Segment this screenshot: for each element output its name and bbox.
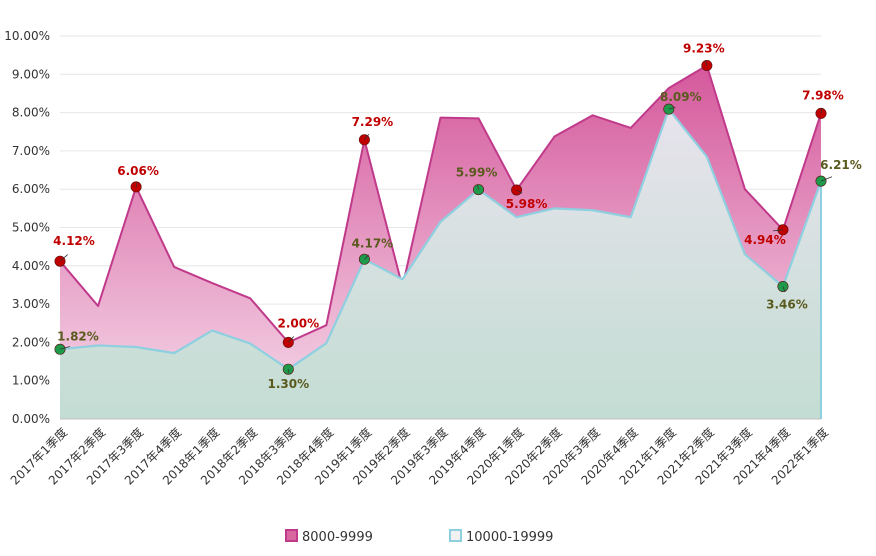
series-8000-9999-data-label: 7.98% <box>802 88 844 102</box>
series-8000-9999-data-label: 5.98% <box>506 197 548 211</box>
series-10000-19999-line <box>59 108 823 371</box>
series-10000-19999-data-label: 8.09% <box>660 90 702 104</box>
y-tick-label: 0.00% <box>12 412 50 426</box>
y-tick-label: 8.00% <box>12 106 50 120</box>
label-leader <box>820 176 833 182</box>
y-tick-label: 9.00% <box>12 67 50 81</box>
legend-label: 8000-9999 <box>302 530 373 545</box>
series-10000-19999-data-label: 4.17% <box>352 236 394 250</box>
y-tick-label: 7.00% <box>12 144 50 158</box>
y-tick-label: 5.00% <box>12 221 50 235</box>
series-8000-9999-point-marker[interactable] <box>358 134 370 146</box>
series-10000-19999-data-label: 5.99% <box>456 166 498 180</box>
label-leader <box>516 189 523 194</box>
y-tick-label: 3.00% <box>12 297 50 311</box>
label-leader <box>364 254 370 260</box>
label-leader <box>59 254 68 262</box>
label-leader <box>477 184 479 190</box>
y-tick-label: 4.00% <box>12 259 50 273</box>
label-leader <box>668 106 676 110</box>
y-tick-label: 10.00% <box>4 29 50 43</box>
series-10000-19999-data-label: 6.21% <box>820 158 862 172</box>
y-tick-label: 6.00% <box>12 182 50 196</box>
series-8000-9999-data-label: 4.12% <box>53 234 95 248</box>
series-10000-19999-data-label: 1.30% <box>267 377 309 391</box>
y-tick-label: 1.00% <box>12 374 50 388</box>
legend[interactable]: 8000-9999 10000-19999 <box>285 529 553 545</box>
y-tick-label: 2.00% <box>12 335 50 349</box>
series-8000-9999-data-label: 6.06% <box>117 164 159 178</box>
series-10000-19999-data-label: 3.46% <box>766 297 808 311</box>
series-8000-9999-data-label: 7.29% <box>352 115 394 129</box>
legend-label: 10000-19999 <box>466 530 553 545</box>
label-leader <box>59 346 71 350</box>
label-leader <box>704 60 708 66</box>
label-leader <box>782 286 786 293</box>
series-8000-9999-data-label: 9.23% <box>683 41 725 55</box>
series-8000-9999-data-label: 4.94% <box>744 233 786 247</box>
label-leader <box>364 134 370 141</box>
series-areas <box>59 64 823 420</box>
legend-item-series-8000-9999[interactable]: 8000-9999 <box>285 529 373 545</box>
series-8000-9999-line <box>59 64 822 344</box>
series-10000-19999-area <box>60 109 821 420</box>
label-leader <box>288 336 295 343</box>
label-leader <box>773 229 783 232</box>
legend-swatch <box>285 529 298 542</box>
legend-item-series-10000-19999[interactable]: 10000-19999 <box>449 529 553 545</box>
label-leader <box>820 107 823 114</box>
data-labels: 4.12% 6.06% 2.00% 7.29% 5.98% 9.23% 4.94% 7.98%… <box>53 41 862 391</box>
label-leader <box>135 182 138 187</box>
legend-swatch <box>449 529 462 542</box>
series-8000-9999-data-label: 2.00% <box>277 316 319 330</box>
series-10000-19999-data-label: 1.82% <box>57 329 99 343</box>
